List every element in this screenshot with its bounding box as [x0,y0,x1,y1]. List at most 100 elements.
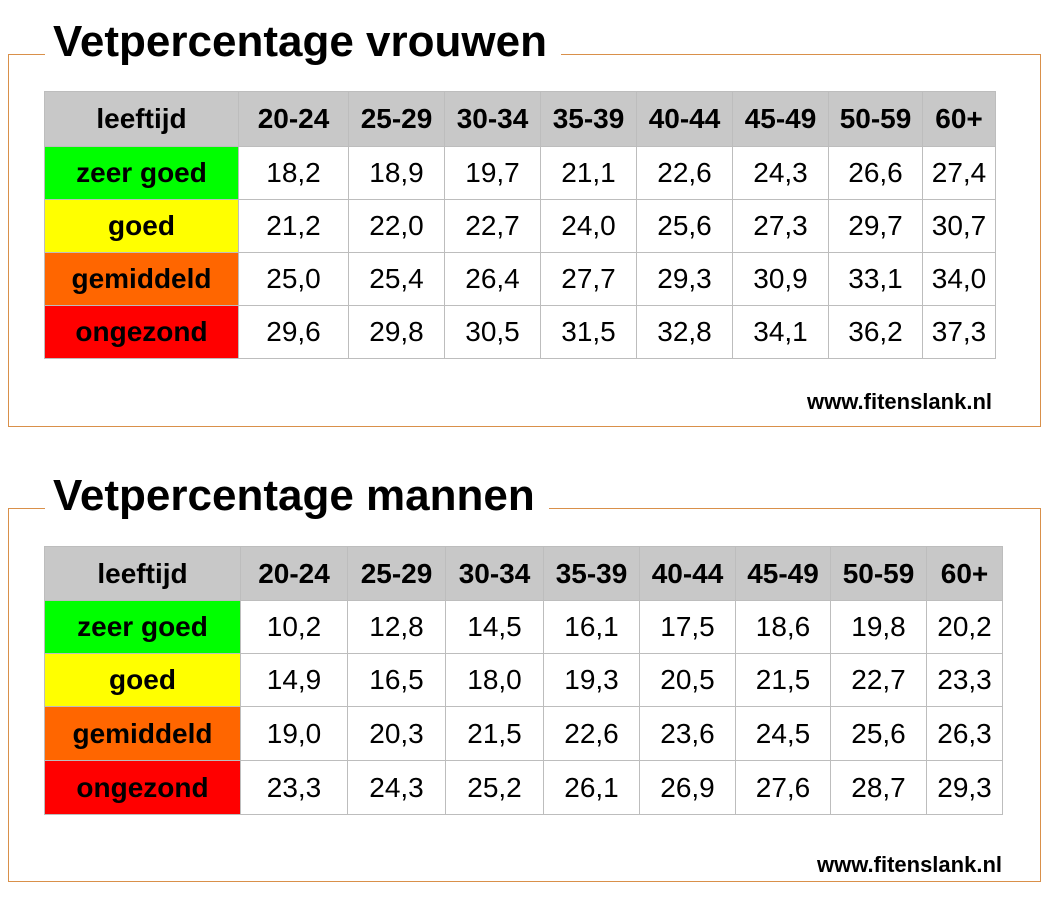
table-cell: 29,3 [636,252,733,306]
table-cell: 25,6 [830,706,927,761]
website-link[interactable]: www.fitenslank.nl [807,389,992,414]
table-cell: 25,2 [445,760,544,815]
table-cell: 36,2 [828,305,923,359]
column-header: 40-44 [636,91,733,147]
table-cell: 21,5 [735,653,831,707]
table-cell: 27,4 [922,146,996,200]
table-row: ongezond 23,3 24,3 25,2 26,1 26,9 27,6 2… [44,760,1003,815]
header-leeftijd: leeftijd [44,91,239,147]
column-header: 60+ [922,91,996,147]
table-cell: 14,5 [445,600,544,654]
column-header: 50-59 [830,546,927,601]
table-cell: 20,3 [347,706,446,761]
row-label-goed: goed [44,199,239,253]
table-cell: 26,6 [828,146,923,200]
table-mannen: leeftijd 20-24 25-29 30-34 35-39 40-44 4… [44,546,1003,815]
column-header: 35-39 [543,546,640,601]
table-row: zeer goed 18,2 18,9 19,7 21,1 22,6 24,3 … [44,146,996,200]
table-cell: 20,5 [639,653,736,707]
table-cell: 29,7 [828,199,923,253]
website-link[interactable]: www.fitenslank.nl [817,852,1002,877]
table-cell: 29,8 [348,305,445,359]
table-cell: 25,0 [238,252,349,306]
title-vrouwen: Vetpercentage vrouwen [45,20,561,64]
table-row: goed 21,2 22,0 22,7 24,0 25,6 27,3 29,7 … [44,199,996,253]
table-cell: 23,3 [926,653,1003,707]
table-vrouwen: leeftijd 20-24 25-29 30-34 35-39 40-44 4… [44,91,996,359]
row-label-ongezond: ongezond [44,305,239,359]
column-header: 20-24 [238,91,349,147]
column-header: 35-39 [540,91,637,147]
table-cell: 30,9 [732,252,829,306]
column-header: 60+ [926,546,1003,601]
table-cell: 26,4 [444,252,541,306]
table-cell: 30,7 [922,199,996,253]
table-cell: 20,2 [926,600,1003,654]
header-row: leeftijd 20-24 25-29 30-34 35-39 40-44 4… [44,91,996,147]
table-row: ongezond 29,6 29,8 30,5 31,5 32,8 34,1 3… [44,305,996,359]
column-header: 40-44 [639,546,736,601]
table-cell: 14,9 [240,653,348,707]
row-label-goed: goed [44,653,241,707]
table-cell: 26,1 [543,760,640,815]
table-cell: 16,5 [347,653,446,707]
table-cell: 24,3 [732,146,829,200]
table-cell: 24,5 [735,706,831,761]
table-cell: 19,7 [444,146,541,200]
header-leeftijd: leeftijd [44,546,241,601]
table-cell: 10,2 [240,600,348,654]
table-cell: 24,3 [347,760,446,815]
table-cell: 21,5 [445,706,544,761]
row-label-gemiddeld: gemiddeld [44,706,241,761]
header-row: leeftijd 20-24 25-29 30-34 35-39 40-44 4… [44,546,1003,601]
table-cell: 18,2 [238,146,349,200]
table-cell: 26,3 [926,706,1003,761]
table-cell: 18,0 [445,653,544,707]
table-cell: 19,3 [543,653,640,707]
table-cell: 23,3 [240,760,348,815]
row-label-zeer-goed: zeer goed [44,146,239,200]
table-cell: 22,6 [636,146,733,200]
table-row: gemiddeld 19,0 20,3 21,5 22,6 23,6 24,5 … [44,706,1003,761]
table-row: gemiddeld 25,0 25,4 26,4 27,7 29,3 30,9 … [44,252,996,306]
column-header: 45-49 [732,91,829,147]
table-cell: 19,8 [830,600,927,654]
table-cell: 22,6 [543,706,640,761]
table-cell: 37,3 [922,305,996,359]
column-header: 45-49 [735,546,831,601]
table-row: zeer goed 10,2 12,8 14,5 16,1 17,5 18,6 … [44,600,1003,654]
row-label-gemiddeld: gemiddeld [44,252,239,306]
table-cell: 29,6 [238,305,349,359]
table-cell: 23,6 [639,706,736,761]
row-label-zeer-goed: zeer goed [44,600,241,654]
table-cell: 18,6 [735,600,831,654]
column-header: 50-59 [828,91,923,147]
table-cell: 22,7 [444,199,541,253]
table-cell: 22,7 [830,653,927,707]
table-cell: 31,5 [540,305,637,359]
table-cell: 30,5 [444,305,541,359]
table-cell: 33,1 [828,252,923,306]
table-cell: 27,3 [732,199,829,253]
table-cell: 28,7 [830,760,927,815]
table-cell: 18,9 [348,146,445,200]
table-cell: 21,1 [540,146,637,200]
table-cell: 21,2 [238,199,349,253]
column-header: 25-29 [348,91,445,147]
column-header: 20-24 [240,546,348,601]
table-cell: 25,4 [348,252,445,306]
column-header: 30-34 [445,546,544,601]
table-cell: 27,7 [540,252,637,306]
column-header: 30-34 [444,91,541,147]
table-row: goed 14,9 16,5 18,0 19,3 20,5 21,5 22,7 … [44,653,1003,707]
column-header: 25-29 [347,546,446,601]
table-cell: 26,9 [639,760,736,815]
table-cell: 34,1 [732,305,829,359]
table-cell: 24,0 [540,199,637,253]
table-cell: 32,8 [636,305,733,359]
table-cell: 22,0 [348,199,445,253]
table-cell: 12,8 [347,600,446,654]
table-cell: 17,5 [639,600,736,654]
table-cell: 19,0 [240,706,348,761]
title-mannen: Vetpercentage mannen [45,474,549,518]
